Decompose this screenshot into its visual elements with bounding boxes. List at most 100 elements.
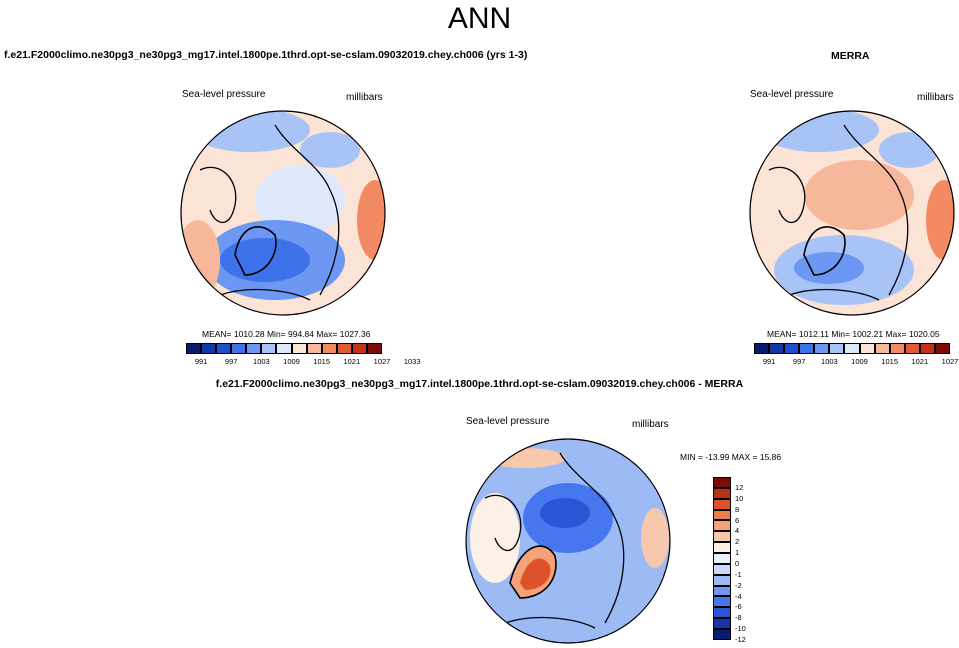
colorbar-swatch [321, 343, 337, 354]
colorbar-swatch [351, 343, 367, 354]
colorbar-swatch [713, 487, 731, 499]
colorbar-swatch [713, 585, 731, 597]
colorbar-tick-label: 991 [762, 357, 776, 366]
map-merra-slp [749, 110, 955, 316]
colorbar-swatch [713, 607, 731, 619]
colorbar-swatch [231, 343, 247, 354]
colorbar-swatch [713, 574, 731, 586]
colorbar-swatch [889, 343, 905, 354]
colorbar-swatch [934, 343, 951, 354]
colorbar-tick-label: -12 [735, 635, 746, 644]
colorbar-tick-label: 1015 [313, 357, 331, 366]
colorbar-swatch [713, 498, 731, 510]
map1-border [180, 110, 386, 316]
colorbar-swatch [713, 531, 731, 543]
colorbar-tick-label: 1 [735, 548, 740, 558]
colorbar-tick-label: -6 [735, 602, 742, 612]
map3-field-region [540, 498, 590, 528]
colorbar-swatch [291, 343, 307, 354]
map2-border [749, 110, 955, 316]
colorbar-swatch [201, 343, 217, 354]
map3-field-region [485, 448, 565, 468]
colorbar-tick-label: -1 [735, 569, 742, 579]
figure-title: ANN [447, 2, 512, 35]
colorbar-tick-label: 1003 [821, 357, 838, 366]
colorbar-swatch [246, 343, 262, 354]
panel1-stats: MEAN= 1010.28 Min= 994.84 Max= 1027.36 [202, 329, 371, 339]
colorbar-tick-label: 1027 [941, 357, 959, 366]
colorbar-tick-label: 2 [735, 537, 740, 547]
map1-coastlines [199, 124, 340, 301]
reference-title: MERRA [831, 50, 870, 62]
colorbar-swatch [844, 343, 860, 354]
colorbar-tick-label: 1003 [253, 357, 270, 366]
colorbar-tick-label: 0 [735, 558, 740, 568]
colorbar-swatch [784, 343, 800, 354]
map1-field-region [220, 238, 310, 282]
map1-field-region [357, 180, 385, 260]
colorbar-tick-label: 10 [735, 493, 744, 503]
colorbar-tick-label: 12 [735, 482, 744, 492]
colorbar-swatch [829, 343, 845, 354]
panel2-stats: MEAN= 1012.11 Min= 1002.21 Max= 1020.05 [767, 329, 940, 339]
colorbar-swatch [713, 553, 731, 564]
colorbar-tick-label: -2 [735, 580, 742, 590]
colorbar-swatch [713, 629, 731, 640]
colorbar-tick-label: 1015 [881, 357, 899, 366]
map2-field-region [804, 160, 914, 230]
colorbar-tick-label: -4 [735, 591, 742, 601]
colorbar-swatch [713, 596, 731, 608]
map3-field-region [520, 558, 551, 590]
colorbar-swatch [754, 343, 770, 354]
map2-coastline-greenland [803, 226, 846, 276]
map2-field-region [794, 252, 864, 284]
map1-field-region [300, 132, 360, 168]
colorbar-swatch [713, 477, 731, 488]
map-difference-slp [465, 438, 671, 644]
map-model-slp [180, 110, 386, 316]
panel3-variable-label: Sea-level pressure [466, 416, 550, 427]
panel1-units-label: millibars [346, 92, 383, 103]
colorbar-model-ticks: 991 997 1003 1009 1015 1021 1027 1033 [186, 357, 421, 367]
difference-title: f.e21.F2000climo.ne30pg3_ne30pg3_mg17.in… [215, 378, 744, 390]
colorbar-tick-label: 1033 [403, 357, 421, 366]
map1-coastline-greenland [234, 226, 277, 276]
panel2-units-label: millibars [917, 92, 954, 103]
colorbar-swatch [336, 343, 352, 354]
colorbar-swatch [186, 343, 202, 354]
colorbar-swatch [904, 343, 920, 354]
colorbar-swatch [799, 343, 815, 354]
colorbar-tick-label: 1009 [283, 357, 300, 366]
test-case-title: f.e21.F2000climo.ne30pg3_ne30pg3_mg17.in… [4, 49, 528, 61]
colorbar-swatch [276, 343, 292, 354]
colorbar-swatch [874, 343, 890, 354]
colorbar-swatch [713, 618, 731, 630]
colorbar-merra [754, 343, 951, 354]
colorbar-model [186, 343, 383, 354]
panel3-stats: MIN = -13.99 MAX = 15.86 [680, 452, 782, 462]
map3-field-region [641, 508, 669, 568]
map1-field-region [255, 165, 345, 235]
colorbar-swatch [713, 509, 731, 521]
colorbar-swatch [814, 343, 830, 354]
colorbar-swatch [216, 343, 232, 354]
map3-border [465, 438, 671, 644]
colorbar-tick-label: 1027 [373, 357, 391, 366]
colorbar-swatch [859, 343, 875, 354]
colorbar-swatch [261, 343, 277, 354]
colorbar-difference [713, 477, 731, 640]
colorbar-tick-label: 1009 [851, 357, 868, 366]
colorbar-tick-label: -8 [735, 613, 742, 623]
colorbar-swatch [713, 542, 731, 554]
map2-field-region [879, 132, 939, 168]
colorbar-tick-label: 4 [735, 526, 740, 536]
map3-coastline-greenland [509, 545, 557, 599]
panel2-variable-label: Sea-level pressure [750, 89, 834, 100]
colorbar-swatch [366, 343, 383, 354]
colorbar-difference-ticks: 12 10 8 6 4 2 1 0 -1 -2 -4 -6 -8 -10 -12 [735, 477, 765, 644]
colorbar-swatch [306, 343, 322, 354]
colorbar-tick-label: 997 [224, 357, 238, 366]
map2-coastlines [768, 124, 909, 301]
colorbar-swatch [769, 343, 785, 354]
